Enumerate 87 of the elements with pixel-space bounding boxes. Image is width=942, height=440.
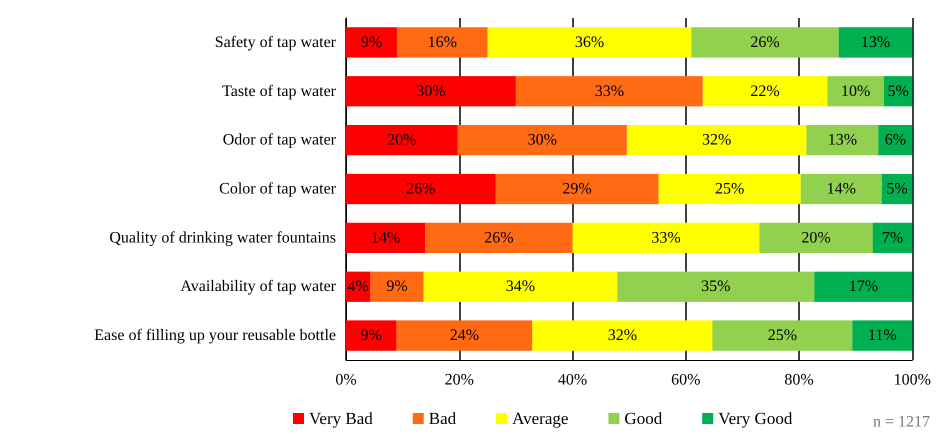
data-label: 7% bbox=[882, 229, 904, 246]
bar bbox=[346, 222, 426, 254]
y-tick-label: Ease of filling up your reusable bottle bbox=[94, 327, 336, 344]
legend-label: Good bbox=[624, 409, 663, 428]
y-tick-label: Safety of tap water bbox=[214, 34, 337, 51]
data-label: 30% bbox=[416, 82, 446, 100]
y-tick-label: Taste of tap water bbox=[222, 82, 337, 100]
data-label: 33% bbox=[594, 82, 624, 100]
bar bbox=[458, 124, 627, 156]
x-tick-label: 100% bbox=[894, 372, 931, 388]
bar bbox=[872, 222, 912, 254]
data-label: 20% bbox=[801, 229, 831, 246]
x-tick-label: 80% bbox=[784, 372, 814, 388]
data-label: 30% bbox=[528, 132, 557, 149]
bar bbox=[532, 320, 712, 351]
y-tick-label: Odor of tap water bbox=[222, 132, 337, 149]
bar bbox=[658, 174, 801, 204]
bar bbox=[572, 222, 760, 254]
bar bbox=[396, 27, 488, 58]
data-label: 5% bbox=[886, 180, 908, 198]
data-label: 34% bbox=[506, 278, 536, 296]
bar bbox=[346, 320, 396, 351]
bar bbox=[702, 76, 828, 106]
x-tick-label: 0% bbox=[335, 372, 357, 388]
bar bbox=[346, 124, 458, 156]
bar bbox=[516, 76, 703, 106]
bar bbox=[488, 27, 692, 58]
data-label: 5% bbox=[888, 82, 909, 100]
data-label: 26% bbox=[406, 180, 436, 198]
bar bbox=[346, 174, 496, 204]
bar bbox=[424, 272, 618, 302]
bar bbox=[838, 27, 912, 58]
data-label: 16% bbox=[428, 34, 457, 51]
bar bbox=[617, 272, 814, 302]
data-label: 25% bbox=[715, 180, 744, 198]
bar bbox=[346, 27, 397, 58]
y-tick-label: Availability of tap water bbox=[180, 278, 337, 296]
legend-label: Average bbox=[512, 409, 568, 428]
data-label: 32% bbox=[702, 132, 732, 149]
data-label: 25% bbox=[768, 327, 798, 344]
data-label: 33% bbox=[651, 229, 681, 246]
data-label: 35% bbox=[701, 278, 730, 296]
bar bbox=[396, 320, 532, 351]
data-label: 14% bbox=[370, 229, 400, 246]
data-label: 13% bbox=[860, 34, 890, 51]
data-label: 32% bbox=[608, 327, 638, 344]
bar bbox=[814, 272, 912, 302]
text: n = 1217 bbox=[872, 414, 930, 430]
bar bbox=[496, 174, 659, 204]
x-tick-label: 40% bbox=[558, 372, 588, 388]
bar bbox=[884, 76, 912, 106]
data-label: 4% bbox=[348, 278, 369, 296]
data-label: 36% bbox=[574, 34, 604, 51]
data-label: 26% bbox=[484, 229, 514, 246]
data-label: 17% bbox=[848, 278, 878, 296]
data-label: 29% bbox=[562, 180, 592, 198]
data-label: 20% bbox=[387, 132, 416, 149]
bar bbox=[370, 272, 424, 302]
data-label: 22% bbox=[750, 82, 780, 100]
bar bbox=[691, 27, 839, 58]
x-tick-label: 60% bbox=[671, 372, 700, 388]
legend-label: Very Good bbox=[718, 409, 793, 428]
bar bbox=[425, 222, 573, 254]
data-label: 24% bbox=[450, 327, 480, 344]
bar bbox=[759, 222, 873, 254]
legend-label: Very Bad bbox=[309, 409, 374, 428]
bar bbox=[852, 320, 912, 351]
data-label: 14% bbox=[826, 180, 856, 198]
bar bbox=[827, 76, 884, 106]
data-label: 9% bbox=[360, 327, 382, 344]
bar bbox=[806, 124, 878, 156]
x-tick-label: 20% bbox=[444, 372, 474, 388]
bar bbox=[800, 174, 882, 204]
bar bbox=[346, 76, 516, 106]
data-label: 11% bbox=[868, 327, 897, 344]
legend-label: Bad bbox=[428, 409, 457, 428]
bar bbox=[878, 124, 912, 156]
bar bbox=[712, 320, 852, 351]
data-label: 6% bbox=[884, 132, 906, 149]
y-tick-label: Color of tap water bbox=[219, 180, 337, 198]
data-label: 10% bbox=[841, 82, 870, 100]
data-label: 9% bbox=[360, 34, 382, 51]
bar bbox=[626, 124, 806, 156]
data-label: 13% bbox=[828, 132, 858, 149]
data-label: 26% bbox=[750, 34, 780, 51]
y-tick-label: Quality of drinking water fountains bbox=[109, 229, 336, 246]
data-label: 9% bbox=[386, 278, 408, 296]
